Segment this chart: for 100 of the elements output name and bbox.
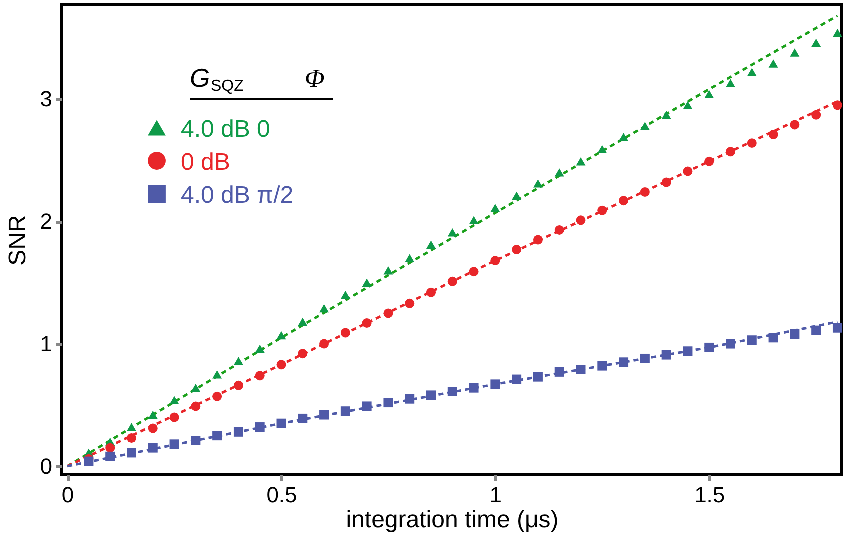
point (619, 358, 629, 368)
point (790, 120, 800, 130)
point (106, 443, 116, 453)
point (662, 111, 672, 120)
point (448, 276, 458, 286)
point (619, 196, 629, 206)
point (448, 387, 458, 397)
point (490, 380, 500, 390)
y-tick-label: 1 (40, 332, 52, 357)
point (170, 412, 180, 422)
y-tick-label: 3 (40, 86, 52, 112)
point (298, 318, 308, 326)
point (320, 410, 330, 420)
point (554, 225, 564, 235)
y-tick-label: 0 (40, 454, 52, 479)
point (127, 434, 136, 444)
legend-label: 4.0 dB π/2 (181, 182, 294, 209)
legend-label: 0 dB (181, 149, 230, 176)
point (298, 414, 308, 424)
point (812, 110, 822, 120)
point (662, 178, 672, 188)
point (832, 100, 842, 110)
point (234, 380, 244, 390)
y-axis-title: SNR (4, 215, 32, 266)
x-tick-label: 1 (490, 482, 502, 508)
point (554, 168, 564, 177)
point (448, 228, 458, 237)
point (726, 79, 736, 88)
point (576, 158, 586, 166)
point (276, 418, 286, 428)
point (704, 342, 714, 352)
point (148, 443, 158, 453)
point (362, 278, 372, 287)
point (426, 288, 436, 298)
point (726, 147, 736, 157)
point (768, 333, 778, 343)
point (512, 245, 522, 255)
x-tick-label: 0 (62, 482, 74, 508)
point (469, 267, 479, 277)
point (426, 240, 436, 250)
point (683, 346, 693, 356)
point (405, 298, 415, 308)
point (340, 406, 350, 416)
point (576, 216, 586, 226)
point (384, 308, 394, 318)
point (747, 336, 757, 346)
point (598, 361, 608, 371)
point (340, 290, 350, 300)
point (533, 180, 543, 188)
point (234, 357, 244, 366)
point (191, 402, 201, 412)
point (768, 130, 778, 140)
point (832, 29, 842, 38)
point (512, 192, 522, 200)
point (533, 235, 543, 245)
point (426, 390, 436, 400)
point (490, 256, 500, 266)
point (619, 133, 629, 142)
point (148, 424, 158, 434)
point (212, 431, 222, 441)
point (554, 367, 564, 377)
point (276, 360, 286, 370)
point (576, 364, 586, 374)
point (191, 384, 201, 392)
point (747, 68, 757, 76)
point (234, 427, 244, 437)
point (255, 371, 265, 381)
point (812, 326, 822, 336)
point (790, 48, 800, 57)
point (704, 90, 714, 98)
point (469, 383, 479, 393)
point (662, 350, 672, 360)
x-axis-title: integration time (μs) (346, 506, 559, 534)
point (533, 372, 543, 382)
point (598, 145, 608, 154)
legend-label: 4.0 dB 0 (181, 116, 270, 143)
point (384, 266, 394, 275)
point (212, 370, 222, 379)
point (340, 328, 350, 338)
point (255, 344, 265, 354)
x-tick-label: 1.5 (694, 482, 726, 508)
point (490, 204, 500, 212)
point (170, 440, 180, 450)
point (84, 456, 94, 466)
point (276, 331, 286, 340)
point (640, 188, 650, 197)
point (704, 156, 714, 166)
x-tick-label: 0.5 (266, 482, 298, 508)
point (469, 216, 479, 225)
point (170, 396, 180, 404)
point (320, 304, 330, 313)
point (212, 392, 222, 402)
point (191, 436, 201, 446)
y-tick-label: 2 (40, 209, 52, 234)
point (255, 422, 265, 432)
point (405, 254, 415, 262)
point (768, 60, 778, 68)
point (640, 354, 650, 364)
point (106, 452, 116, 462)
point (405, 394, 415, 404)
